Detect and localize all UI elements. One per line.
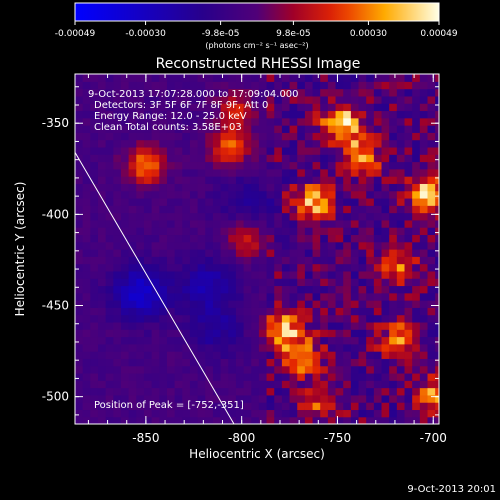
annotation-time: 9-Oct-2013 17:07:28.000 to 17:09:04.000 [88, 89, 299, 100]
annotation-peak: Position of Peak = [-752,-351] [94, 400, 244, 411]
colorbar-tick-label: 9.8e-05 [276, 29, 311, 39]
y-axis-label: Heliocentric Y (arcsec) [13, 182, 27, 317]
y-tick-label: -400 [42, 207, 69, 221]
colorbar-tick-label: -0.00030 [125, 29, 166, 39]
annotation-counts: Clean Total counts: 3.58E+03 [94, 122, 242, 133]
x-tick-label: -750 [324, 431, 351, 445]
colorbar-units: (photons cm⁻² s⁻¹ asec⁻²) [205, 41, 308, 50]
colorbar-tick-label: -0.00049 [55, 29, 96, 39]
colorbar [74, 2, 440, 22]
x-tick-label: -800 [228, 431, 255, 445]
y-tick-label: -500 [42, 390, 69, 404]
annotation-energy: Energy Range: 12.0 - 25.0 keV [94, 111, 247, 122]
y-tick-label: -350 [42, 116, 69, 130]
x-tick-label: -850 [132, 431, 159, 445]
x-tick-label: -700 [420, 431, 447, 445]
colorbar-tick-label: 0.00030 [350, 29, 387, 39]
colorbar-tick-label: 0.00049 [420, 29, 457, 39]
heatmap [75, 74, 439, 424]
chart-title: Reconstructed RHESSI Image [156, 56, 361, 72]
limb-line [75, 152, 235, 424]
x-axis-label: Heliocentric X (arcsec) [189, 447, 325, 461]
plot-frame [74, 73, 440, 425]
timestamp: 9-Oct-2013 20:01 [407, 484, 496, 495]
colorbar-tick-label: -9.8e-05 [202, 29, 240, 39]
y-tick-label: -450 [42, 299, 69, 313]
annotation-detectors: Detectors: 3F 5F 6F 7F 8F 9F, Att 0 [94, 100, 268, 111]
